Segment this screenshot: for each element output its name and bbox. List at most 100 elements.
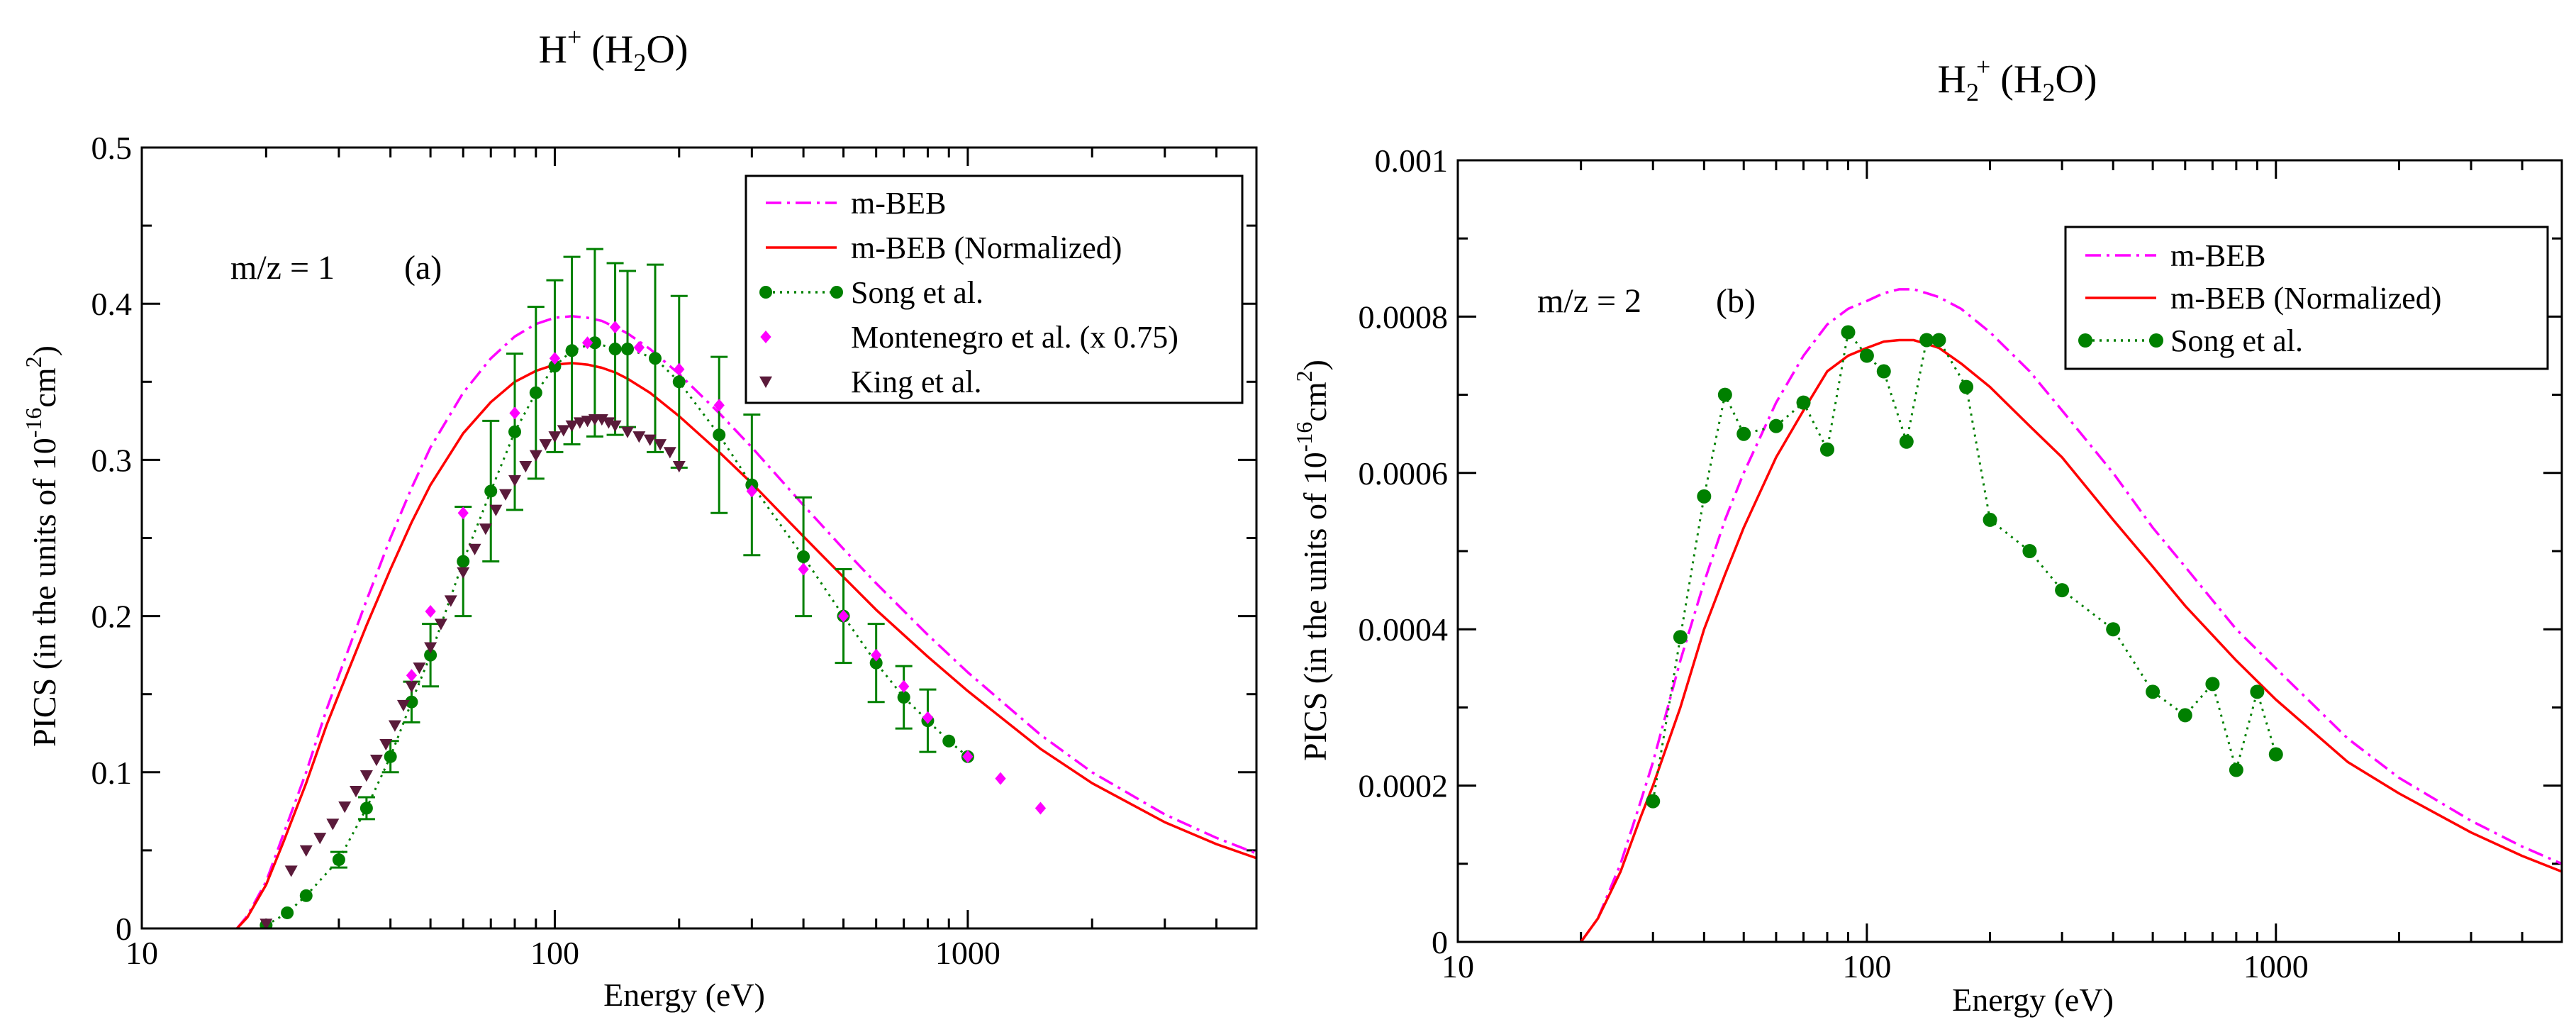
data-point bbox=[608, 343, 622, 356]
data-point bbox=[557, 425, 570, 437]
y-tick-label: 0.1 bbox=[91, 755, 133, 791]
data-point bbox=[837, 609, 849, 623]
data-point bbox=[581, 416, 594, 428]
data-point bbox=[396, 699, 410, 712]
data-point bbox=[508, 475, 521, 487]
data-point bbox=[529, 450, 542, 462]
data-point bbox=[549, 352, 561, 365]
data-point bbox=[444, 595, 457, 607]
data-point bbox=[509, 406, 520, 420]
data-point bbox=[413, 662, 426, 675]
data-point bbox=[942, 734, 956, 748]
series-line bbox=[1651, 331, 2277, 801]
data-point bbox=[995, 772, 1006, 785]
x-tick-label: 10 bbox=[1442, 948, 1474, 984]
legend-marker bbox=[2149, 333, 2163, 348]
data-point bbox=[2205, 677, 2220, 692]
data-point bbox=[299, 845, 313, 857]
legend-marker bbox=[830, 286, 843, 299]
data-point bbox=[539, 439, 552, 451]
data-point bbox=[359, 801, 373, 815]
panel-a: H+ (H2O) PICS (in the units of 10-16cm2)… bbox=[21, 23, 1258, 1013]
data-point bbox=[1931, 333, 1946, 348]
data-point bbox=[962, 750, 974, 763]
panel-b-xlabel: Energy (eV) bbox=[1952, 982, 2114, 1018]
panel-a-annotation-mz: m/z = 1 bbox=[230, 249, 335, 287]
y-tick-label: 0.5 bbox=[91, 130, 133, 166]
series-m-beb bbox=[235, 315, 1256, 928]
series-song-et-al- bbox=[260, 248, 974, 928]
series-m-beb bbox=[1580, 288, 2562, 942]
legend-label: Song et al. bbox=[851, 275, 983, 310]
data-point bbox=[405, 681, 418, 693]
data-point bbox=[2268, 747, 2283, 762]
data-point bbox=[632, 431, 646, 443]
data-point bbox=[284, 865, 298, 877]
panel-b-legend: m-BEB m-BEB (Normalized) Song et al. bbox=[2064, 226, 2549, 370]
series-line bbox=[1580, 288, 2562, 942]
data-point bbox=[797, 550, 810, 563]
data-point bbox=[581, 336, 593, 350]
data-point bbox=[457, 567, 470, 579]
panel-a-legend-box bbox=[745, 174, 1244, 404]
data-point bbox=[573, 417, 586, 429]
y-tick-label: 0.3 bbox=[91, 442, 133, 478]
panel-a-ylabel: PICS (in the units of 10-16cm2) bbox=[21, 345, 62, 747]
data-point bbox=[369, 754, 383, 767]
data-point bbox=[359, 770, 373, 782]
data-point bbox=[746, 484, 757, 498]
series-line bbox=[265, 341, 969, 926]
legend-label: m-BEB (Normalized) bbox=[851, 231, 1122, 265]
data-point bbox=[350, 786, 363, 798]
data-point bbox=[484, 484, 498, 498]
data-point bbox=[1959, 379, 1974, 394]
data-point bbox=[519, 461, 533, 473]
panel-b-frame bbox=[1456, 159, 2563, 943]
data-point bbox=[1736, 426, 1751, 441]
data-point bbox=[621, 343, 635, 356]
data-point bbox=[313, 833, 327, 845]
legend-item: Song et al. bbox=[759, 275, 983, 310]
y-tick-label: 0 bbox=[116, 911, 132, 947]
legend-marker bbox=[760, 331, 771, 343]
data-point bbox=[326, 819, 340, 831]
legend-item: m-BEB (Normalized) bbox=[766, 231, 1122, 265]
data-point bbox=[713, 399, 725, 412]
x-tick-label: 1000 bbox=[2243, 948, 2309, 984]
series-line bbox=[235, 315, 1256, 928]
legend-label: King et al. bbox=[851, 365, 982, 399]
y-tick-label: 0.001 bbox=[1375, 143, 1449, 179]
data-point bbox=[548, 360, 562, 373]
data-point bbox=[871, 648, 882, 662]
legend-marker bbox=[759, 376, 772, 388]
data-point bbox=[654, 439, 667, 451]
data-point bbox=[499, 489, 513, 501]
data-point bbox=[1841, 325, 1856, 340]
y-tick-label: 0.0008 bbox=[1359, 299, 1449, 335]
data-point bbox=[529, 386, 542, 399]
data-point bbox=[2146, 684, 2160, 699]
legend-label: m-BEB bbox=[2170, 238, 2265, 273]
data-point bbox=[674, 362, 685, 376]
data-point bbox=[869, 656, 883, 670]
data-point bbox=[1035, 801, 1047, 815]
data-point bbox=[379, 738, 393, 751]
data-point bbox=[922, 711, 934, 724]
data-point bbox=[609, 321, 621, 334]
data-point bbox=[548, 431, 562, 443]
panel-a-title: H+ (H2O) bbox=[539, 23, 688, 77]
series-montenegro-et-al-x-0-75- bbox=[406, 321, 1047, 815]
series-line bbox=[235, 362, 1256, 928]
data-point bbox=[1919, 333, 1934, 348]
data-point bbox=[663, 447, 676, 459]
data-point bbox=[281, 906, 294, 919]
data-point bbox=[1646, 794, 1661, 809]
data-point bbox=[2106, 622, 2121, 637]
data-point bbox=[649, 352, 662, 365]
legend-item: Song et al. bbox=[2078, 323, 2303, 358]
data-point bbox=[565, 420, 579, 432]
legend-label: m-BEB bbox=[851, 186, 946, 221]
data-point bbox=[2178, 708, 2192, 723]
data-point bbox=[898, 679, 910, 693]
x-tick-label: 100 bbox=[530, 935, 579, 971]
